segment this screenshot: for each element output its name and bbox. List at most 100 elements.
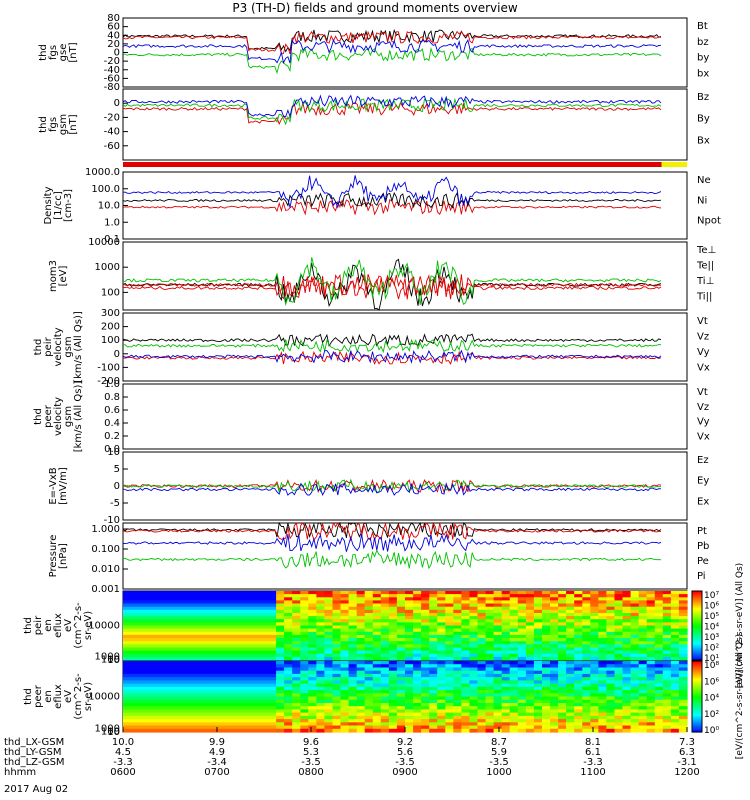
heatmap-cell — [195, 683, 205, 688]
heatmap-cell — [429, 631, 438, 636]
heatmap-cell — [308, 728, 317, 733]
heatmap-cell — [413, 693, 422, 698]
heatmap-cell — [405, 613, 414, 617]
heatmap-cell — [380, 706, 390, 710]
heatmap-cell — [654, 699, 664, 704]
heatmap-cell — [533, 673, 543, 678]
heatmap-cell — [437, 667, 446, 672]
heatmap-cell — [219, 719, 229, 723]
heatmap-cell — [606, 667, 616, 672]
heatmap-cell — [364, 699, 374, 704]
heatmap-cell — [364, 641, 374, 645]
heatmap-cell — [211, 725, 221, 730]
heatmap-cell — [533, 634, 543, 639]
heatmap-cell — [380, 606, 390, 611]
heatmap-cell — [654, 609, 664, 614]
heatmap-cell — [372, 625, 382, 630]
colorbar-tick: 10⁶ — [704, 602, 719, 612]
heatmap-cell — [574, 703, 583, 707]
heatmap-cell — [461, 680, 471, 685]
heatmap-cell — [477, 680, 487, 685]
heatmap-cell — [163, 656, 172, 661]
heatmap-cell — [598, 597, 608, 601]
heatmap-cell — [155, 722, 164, 727]
heatmap-cell — [662, 699, 672, 704]
heatmap-cell — [163, 594, 172, 598]
heatmap-cell — [477, 628, 487, 633]
y-tick-label: 0.010 — [91, 564, 120, 575]
heatmap-cell — [429, 686, 438, 691]
heatmap-cell — [533, 616, 543, 620]
heatmap-cell — [614, 719, 624, 723]
heatmap-cell — [292, 647, 301, 652]
heatmap-cell — [638, 653, 648, 658]
heatmap-cell — [364, 625, 374, 630]
heatmap-cell — [332, 693, 342, 698]
heatmap-cell — [550, 670, 559, 675]
heatmap-cell — [574, 609, 583, 614]
heatmap-cell — [243, 719, 253, 723]
heatmap-cell — [308, 670, 317, 675]
heatmap-cell — [372, 690, 382, 694]
heatmap-cell — [485, 634, 495, 639]
heatmap-cell — [582, 622, 591, 627]
heatmap-cell — [566, 600, 575, 605]
heatmap-cell — [638, 680, 648, 685]
heatmap-cell — [453, 631, 462, 636]
heatmap-cell — [372, 699, 382, 704]
heatmap-cell — [606, 722, 616, 727]
heatmap-cell — [614, 683, 624, 688]
heatmap-cell — [405, 664, 414, 668]
heatmap-cell — [388, 696, 398, 701]
heatmap-cell — [622, 591, 632, 595]
heatmap-cell — [324, 603, 334, 608]
heatmap-cell — [517, 715, 527, 720]
heatmap-cell — [179, 600, 189, 605]
heatmap-cell — [380, 653, 390, 658]
heatmap-cell — [284, 603, 293, 608]
heatmap-cell — [292, 670, 301, 675]
heatmap-cell — [292, 613, 301, 617]
heatmap-cell — [558, 594, 567, 598]
heatmap-cell — [260, 693, 269, 698]
heatmap-cell — [638, 600, 648, 605]
heatmap-cell — [211, 722, 221, 727]
heatmap-cell — [437, 638, 446, 642]
heatmap-cell — [509, 591, 519, 595]
colorbar-cell — [692, 662, 702, 666]
heatmap-cell — [670, 597, 680, 601]
heatmap-cell — [405, 715, 414, 720]
heatmap-cell — [364, 628, 374, 633]
heatmap-cell — [260, 656, 269, 661]
heatmap-cell — [630, 683, 640, 688]
heatmap-cell — [461, 656, 471, 661]
y-tick-label: 0 — [114, 98, 120, 109]
heatmap-cell — [493, 609, 503, 614]
heatmap-cell — [558, 670, 567, 675]
heatmap-cell — [348, 634, 358, 639]
heatmap-cell — [251, 686, 261, 691]
heatmap-cell — [243, 690, 253, 694]
heatmap-cell — [598, 638, 608, 642]
heatmap-cell — [131, 647, 140, 652]
heatmap-cell — [219, 603, 229, 608]
heatmap-cell — [396, 699, 406, 704]
heatmap-cell — [574, 616, 583, 620]
heatmap-cell — [469, 680, 479, 685]
x-tick-label: 7.3 — [679, 737, 695, 748]
heatmap-cell — [179, 616, 189, 620]
heatmap-cell — [485, 644, 495, 648]
heatmap-cell — [582, 613, 591, 617]
heatmap-cell — [550, 712, 559, 717]
heatmap-cell — [396, 683, 406, 688]
heatmap-cell — [453, 686, 462, 691]
heatmap-cell — [477, 719, 487, 723]
heatmap-cell — [195, 603, 205, 608]
heatmap-cell — [251, 680, 261, 685]
heatmap-cell — [662, 597, 672, 601]
heatmap-cell — [630, 661, 640, 665]
heatmap-cell — [437, 613, 446, 617]
heatmap-cell — [654, 631, 664, 636]
heatmap-cell — [155, 667, 164, 672]
